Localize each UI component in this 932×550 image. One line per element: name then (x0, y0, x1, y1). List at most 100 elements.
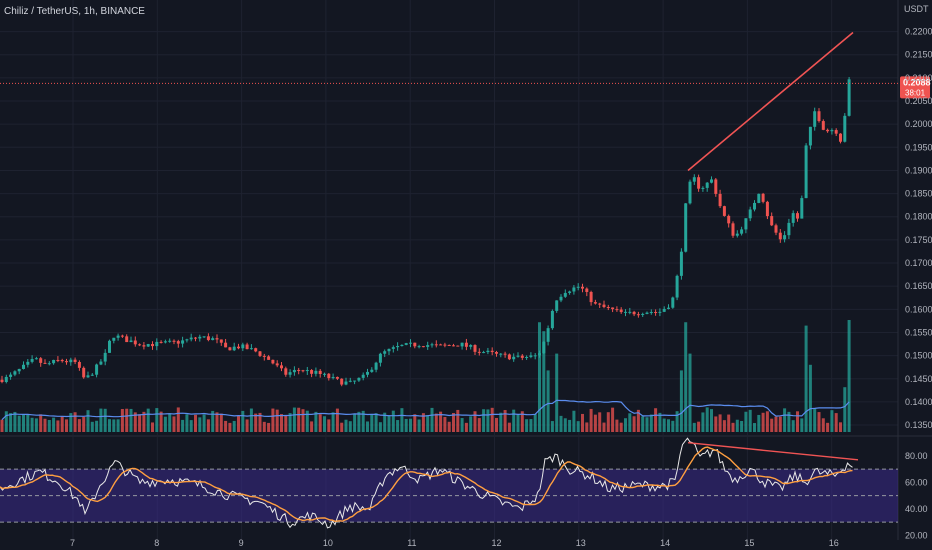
candle-body (649, 312, 653, 314)
volume-bar (146, 408, 150, 432)
candle-body (572, 287, 576, 292)
candle-body (65, 361, 68, 363)
volume-bar (43, 418, 47, 432)
volume-bar (731, 422, 735, 432)
time-tick-label: 7 (70, 538, 75, 548)
candle-body (228, 347, 232, 351)
candle-body (434, 344, 438, 346)
candle-body (17, 368, 21, 372)
volume-bar (679, 370, 683, 432)
volume-bar (555, 353, 559, 432)
candle-body (701, 187, 705, 189)
candle-body (443, 344, 447, 346)
price-tick-label: 0.1550 (905, 327, 932, 337)
candle-body (430, 344, 434, 346)
candle-body (787, 222, 791, 236)
candle-body (710, 179, 713, 183)
time-tick-label: 16 (829, 538, 839, 548)
volume-bar (86, 410, 90, 432)
volume-bar (593, 414, 597, 432)
rsi-tick-label: 40.00 (905, 504, 928, 514)
volume-bar (434, 413, 438, 432)
volume-bar (705, 407, 709, 432)
candle-body (275, 363, 279, 366)
candle-body (417, 346, 421, 348)
volume-bar (507, 422, 511, 432)
candle-body (280, 365, 283, 369)
candle-body (839, 133, 842, 142)
volume-bar (796, 411, 799, 432)
volume-bar (22, 414, 25, 432)
volume-bar (409, 418, 412, 432)
volume-bar (73, 412, 77, 432)
candle-body (400, 344, 404, 347)
candle-body (241, 344, 245, 349)
volume-bar (671, 420, 675, 432)
candle-body (516, 355, 520, 357)
candle-body (374, 362, 378, 370)
candle-body (593, 302, 597, 304)
volume-bar (383, 412, 387, 432)
volume-bar (778, 416, 782, 432)
candle-body (159, 341, 163, 343)
candle-body (499, 353, 503, 355)
price-tick-label: 0.1750 (905, 235, 932, 245)
candle-body (602, 304, 606, 308)
candle-body (636, 314, 640, 316)
volume-bar (52, 417, 56, 432)
candle-body (77, 361, 81, 368)
candle-body (735, 233, 739, 236)
candle-body (671, 297, 675, 308)
candle-body (34, 358, 38, 360)
candle-body (112, 337, 116, 341)
volume-bar (297, 407, 301, 432)
volume-bar (753, 423, 756, 432)
volume-bar (60, 416, 64, 432)
candle-body (555, 300, 559, 311)
candle-body (366, 371, 369, 375)
candle-body (353, 380, 357, 382)
candle-body (546, 328, 550, 342)
candle-body (826, 129, 830, 132)
volume-bar (761, 412, 765, 432)
candle-body (697, 177, 701, 189)
candle-body (641, 313, 645, 315)
volume-bar (116, 419, 120, 432)
volume-bar (839, 422, 842, 432)
candle-body (206, 336, 210, 341)
price-tick-label: 0.2200 (905, 27, 932, 37)
volume-bar (765, 411, 769, 432)
candle-body (310, 370, 314, 374)
candle-body (748, 209, 752, 219)
volume-bar (30, 417, 34, 432)
volume-bar (477, 418, 481, 432)
volume-bar (340, 422, 344, 432)
volume-bar (499, 412, 503, 432)
price-tick-label: 0.2000 (905, 119, 932, 129)
volume-bar (516, 414, 520, 432)
volume-bar (357, 411, 361, 432)
candle-body (529, 355, 533, 357)
volume-bar (189, 420, 193, 432)
volume-bar (241, 410, 245, 432)
candle-body (267, 356, 271, 360)
candle-body (589, 291, 593, 303)
volume-bar (120, 409, 124, 432)
candle-body (185, 339, 189, 341)
volume-bar (654, 408, 658, 432)
candle-body (138, 344, 142, 346)
volume-bar (353, 413, 357, 432)
volume-bar (206, 419, 210, 432)
candle-body (774, 225, 778, 233)
candle-body (340, 378, 344, 385)
candle-body (817, 111, 821, 122)
candle-body (202, 336, 206, 338)
volume-bar (804, 325, 808, 432)
volume-bar (344, 419, 348, 432)
price-trendline (687, 31, 854, 172)
candle-body (232, 346, 236, 351)
candle-body (271, 359, 275, 364)
volume-bar (168, 413, 172, 432)
